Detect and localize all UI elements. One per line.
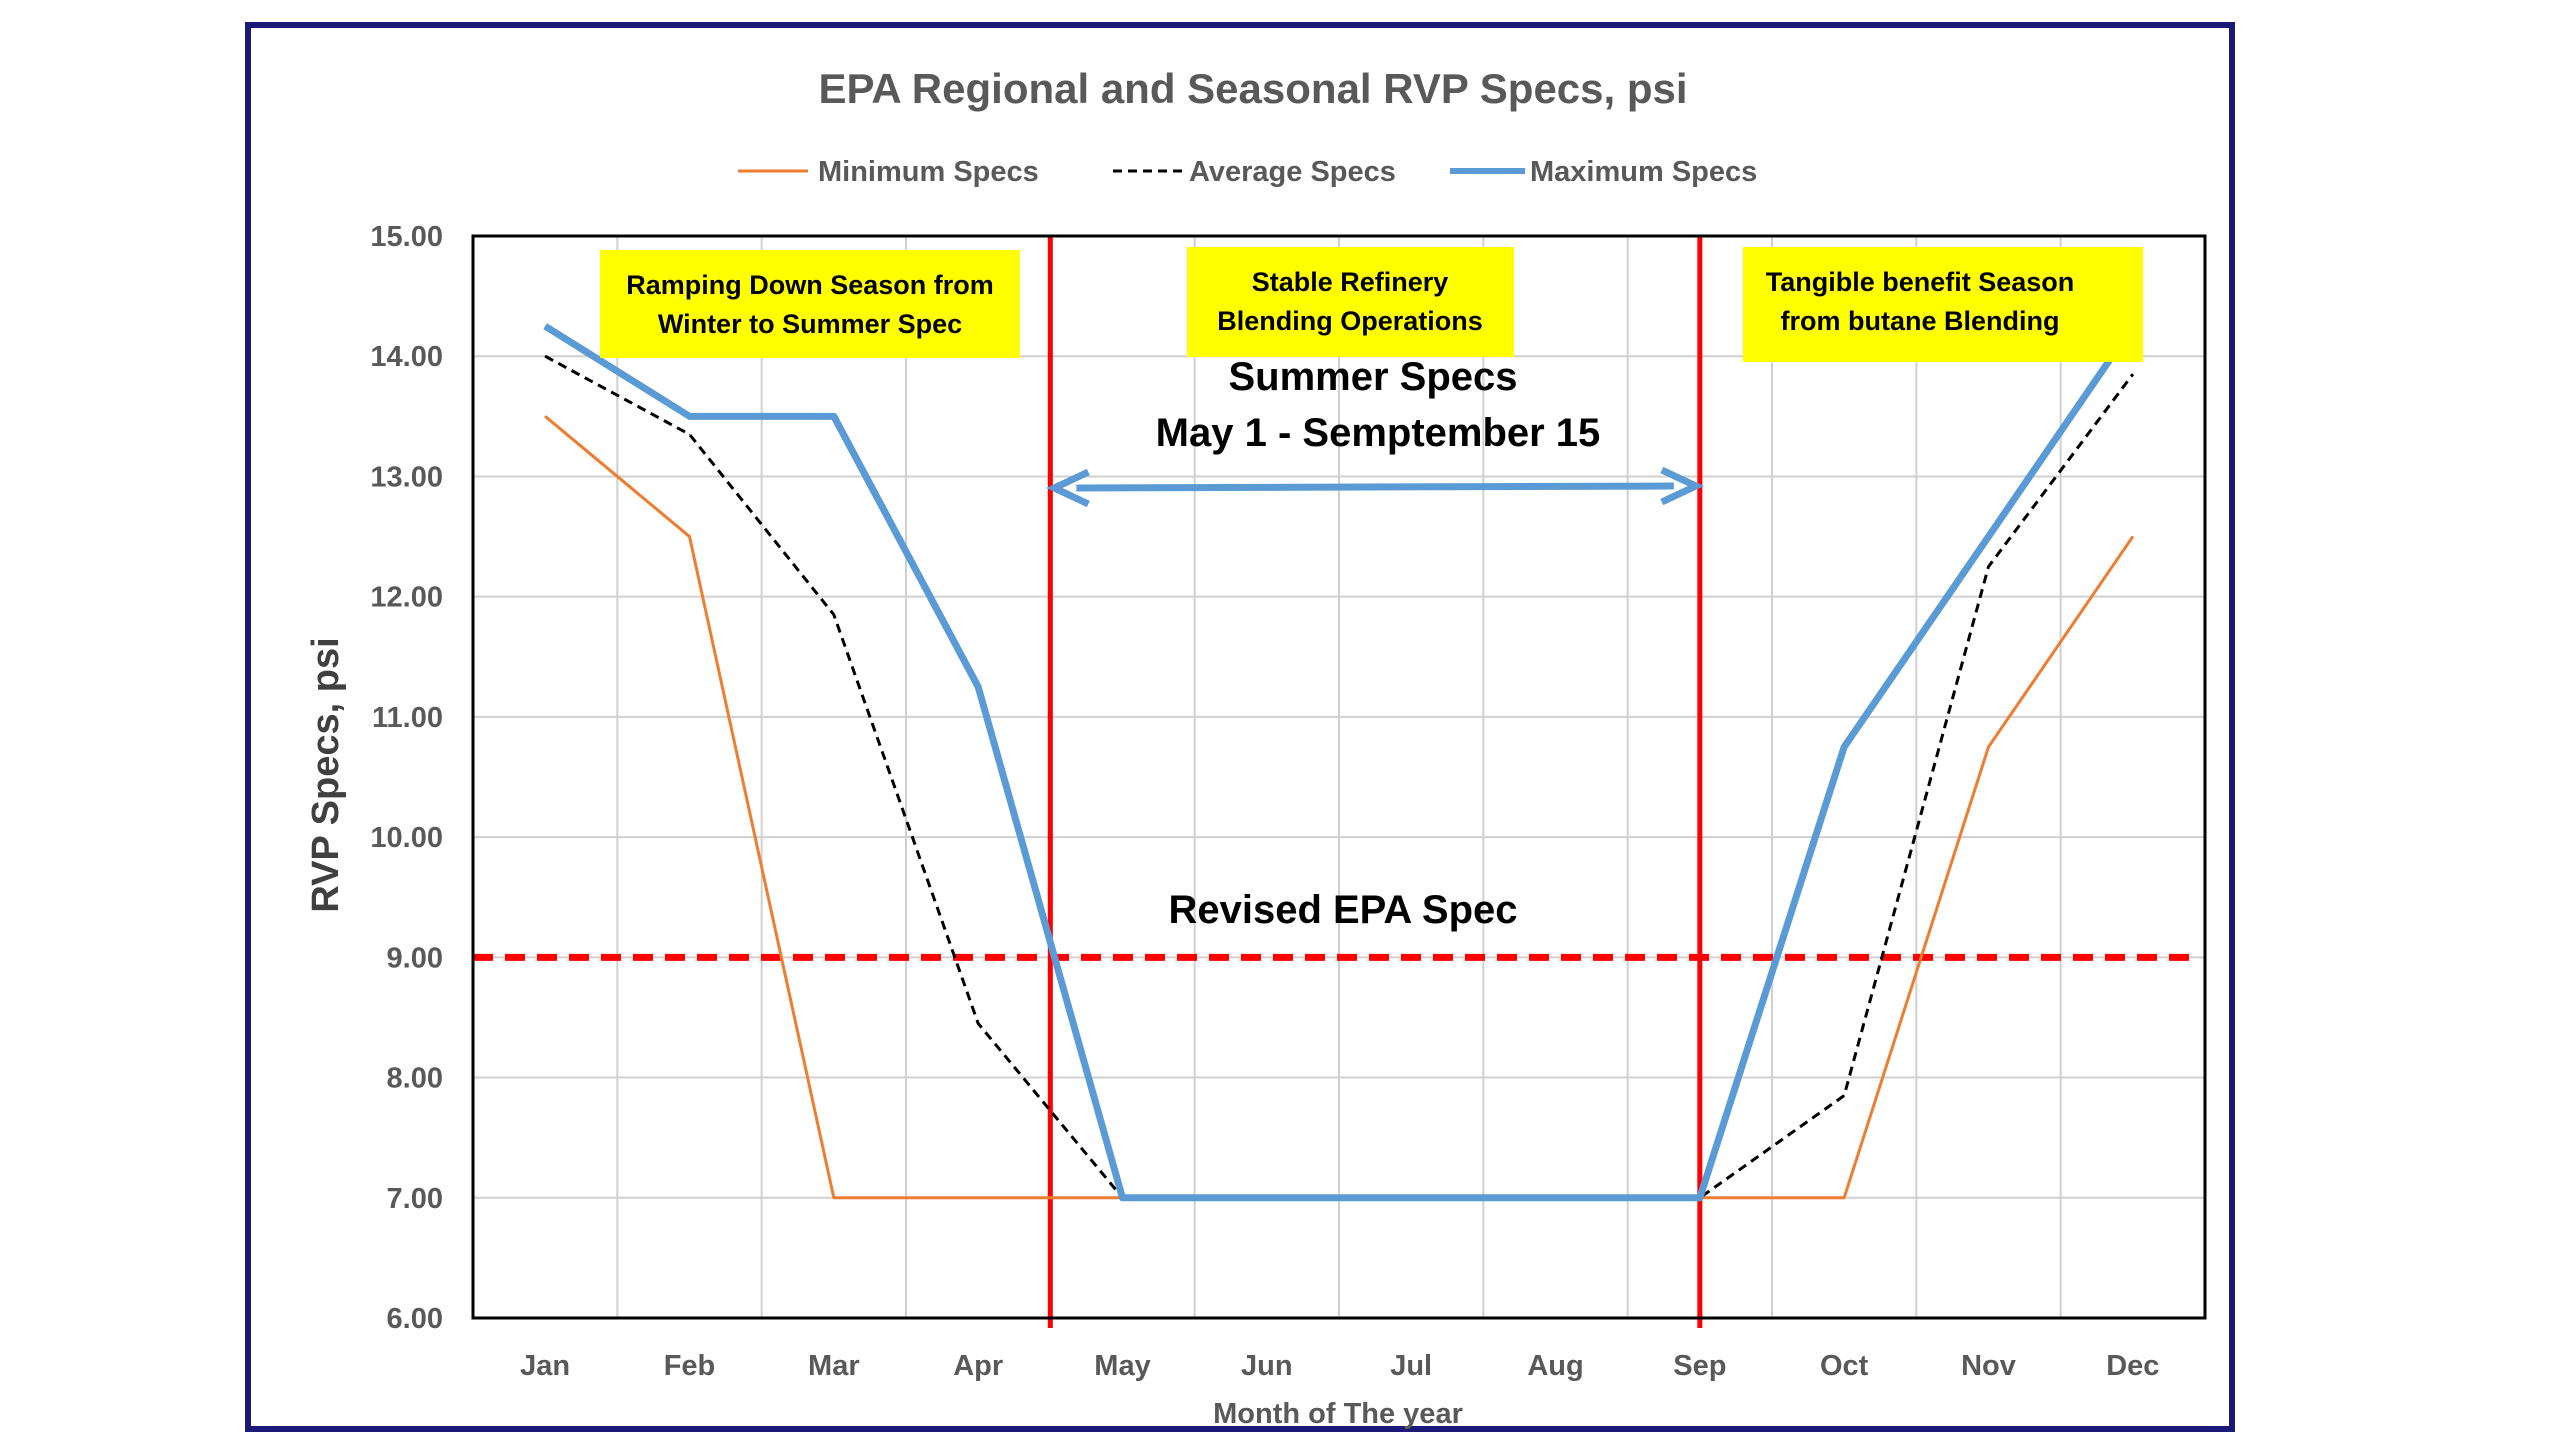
annotation-text: Tangible benefit Season: [1766, 267, 2075, 297]
annotation-text: Stable Refinery: [1252, 267, 1449, 297]
data-point-average: [689, 433, 690, 435]
annotation-text: Blending Operations: [1217, 306, 1483, 336]
data-point-minimum: [689, 536, 690, 538]
data-point-maximum: [1988, 536, 1989, 538]
summer-specs-line-1: Summer Specs: [1228, 355, 1517, 399]
data-point-maximum: [1410, 1197, 1412, 1199]
summer-arrow-shaft: [1076, 482, 1674, 492]
x-tick-label: May: [1094, 1350, 1150, 1382]
x-tick-label: Sep: [1673, 1350, 1726, 1382]
legend-label-average: Average Specs: [1189, 156, 1396, 188]
data-point-average: [977, 1022, 979, 1024]
data-point-maximum: [1266, 1197, 1268, 1199]
data-point-maximum: [1122, 1197, 1123, 1199]
data-point-maximum: [1699, 1197, 1701, 1199]
annotations: Ramping Down Season from Winter to Summer…: [600, 247, 2143, 508]
data-point-maximum: [977, 686, 979, 688]
reference-line-label: Revised EPA Spec: [1168, 888, 1517, 932]
x-tick-label: Jul: [1390, 1350, 1432, 1382]
legend-label-minimum: Minimum Specs: [818, 156, 1039, 188]
data-point-minimum: [544, 415, 546, 417]
y-tick-label: 10.00: [370, 822, 443, 854]
y-tick-label: 7.00: [387, 1183, 443, 1215]
data-point-maximum: [1843, 746, 1845, 748]
series-line-maximum: [543, 323, 2136, 1202]
data-point-minimum: [977, 1197, 979, 1199]
summer-specs-line-2: May 1 - Semptember 15: [1156, 411, 1601, 455]
annotation-text: Ramping Down Season from: [626, 270, 994, 300]
x-tick-label: Nov: [1961, 1350, 2016, 1382]
axes: 6.00 7.00 8.00 9.00 10.00 11.00 12.00 13.00 14.0…: [370, 221, 2207, 1382]
data-point-minimum: [1843, 1197, 1845, 1199]
data-point-minimum: [2132, 536, 2134, 538]
data-point-minimum: [833, 1197, 835, 1199]
data-point-average: [2132, 373, 2134, 375]
plot-border: [471, 234, 2207, 1320]
x-tick-label: Oct: [1820, 1350, 1869, 1382]
legend-label-maximum: Maximum Specs: [1530, 156, 1757, 188]
y-tick-label: 14.00: [370, 341, 443, 373]
x-tick-label: Aug: [1527, 1350, 1583, 1382]
annotation-text: from butane Blending: [1781, 306, 2060, 336]
y-tick-label: 9.00: [387, 942, 443, 974]
data-point-average: [1988, 566, 1989, 568]
y-axis-title: RVP Specs, psi: [305, 637, 347, 912]
data-point-average: [833, 614, 835, 616]
data-point-average: [1843, 1095, 1845, 1097]
x-tick-label: Feb: [664, 1350, 716, 1382]
annotation-box: [1187, 247, 1514, 357]
data-point-maximum: [1555, 1197, 1556, 1199]
series-lines: [543, 323, 2136, 1202]
x-tick-label: Mar: [808, 1350, 860, 1382]
y-tick-label: 13.00: [370, 461, 443, 493]
reference-lines: [473, 237, 2195, 1328]
y-tick-label: 12.00: [370, 582, 443, 614]
x-tick-label: Jun: [1241, 1350, 1293, 1382]
annotation-box: [1743, 247, 2143, 362]
x-tick-label: Apr: [953, 1350, 1003, 1382]
summer-arrow-head-right: [1660, 466, 1705, 506]
x-tick-label: Dec: [2106, 1350, 2159, 1382]
summer-arrow-head-left: [1046, 468, 1090, 508]
y-tick-label: 11.00: [372, 702, 443, 734]
x-tick-label: Jan: [520, 1350, 570, 1382]
x-axis-title: Month of The year: [1213, 1398, 1463, 1430]
y-tick-label: 8.00: [387, 1063, 443, 1095]
data-point-maximum: [689, 415, 690, 417]
chart-title: EPA Regional and Seasonal RVP Specs, psi: [818, 65, 1687, 112]
y-tick-label: 6.00: [387, 1303, 443, 1335]
data-point-minimum: [1988, 746, 1989, 748]
annotation-text: Winter to Summer Spec: [658, 309, 962, 339]
annotation-box: [600, 250, 1020, 358]
legend: Minimum Specs Average Specs Maximum Spec…: [738, 156, 1757, 188]
data-point-average: [544, 355, 546, 357]
data-point-maximum: [833, 415, 835, 417]
data-point-maximum: [544, 325, 546, 327]
y-tick-label: 15.00: [370, 221, 443, 253]
